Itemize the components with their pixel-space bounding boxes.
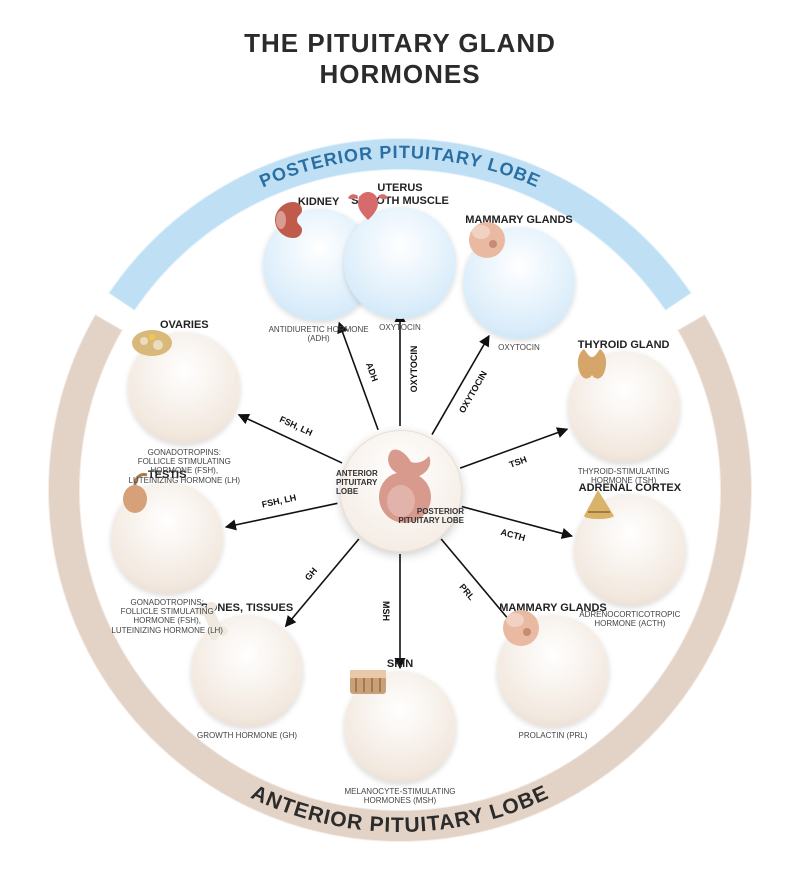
skin-icon <box>344 671 456 783</box>
anterior-center-label: ANTERIOR PITUITARY LOBE <box>336 470 396 496</box>
node-uterus: UTERUSSMOOTH MUSCLEOXYTOCIN <box>344 182 456 332</box>
node-skin: SKINMELANOCYTE-STIMULATING HORMONES (MSH… <box>344 658 456 805</box>
ovary-icon <box>128 332 240 444</box>
node-ovaries: OVARIESGONADOTROPINS: FOLLICLE STIMULATI… <box>128 319 240 484</box>
posterior-center-label: POSTERIOR PITUITARY LOBE <box>398 508 464 526</box>
node-sub: GROWTH HORMONE (GH) <box>191 731 303 740</box>
uterus-icon <box>344 207 456 319</box>
testis-icon <box>111 482 223 594</box>
node-sub: GONADOTROPINS: FOLLICLE STIMULATING HORM… <box>128 448 240 485</box>
pituitary-center: ANTERIOR PITUITARY LOBEPOSTERIOR PITUITA… <box>340 430 460 550</box>
node-sub: GONADOTROPINS: FOLLICLE STIMULATING HORM… <box>111 598 223 635</box>
breast-icon <box>463 227 575 339</box>
arrow-label-uterus: OXYTOCIN <box>409 346 419 393</box>
node-mammary2: MAMMARY GLANDSPROLACTIN (PRL) <box>497 602 609 740</box>
adrenal-icon <box>574 494 686 606</box>
diagram-stage: THE PITUITARY GLAND HORMONES POSTERIOR P… <box>0 0 800 878</box>
breast-icon <box>497 615 609 727</box>
node-sub: OXYTOCIN <box>344 323 456 332</box>
arrow-testis <box>226 503 338 527</box>
thyroid-icon <box>568 351 680 463</box>
node-sub: PROLACTIN (PRL) <box>497 731 609 740</box>
node-mammary1: MAMMARY GLANDSOXYTOCIN <box>463 214 575 352</box>
arrow-label-skin: MSH <box>381 601 391 621</box>
node-sub: OXYTOCIN <box>463 343 575 352</box>
node-sub: MELANOCYTE-STIMULATING HORMONES (MSH) <box>344 787 456 805</box>
node-testis: TESTISGONADOTROPINS: FOLLICLE STIMULATIN… <box>111 469 223 634</box>
node-thyroid: THYROID GLANDTHYROID-STIMULATING HORMONE… <box>568 339 680 486</box>
